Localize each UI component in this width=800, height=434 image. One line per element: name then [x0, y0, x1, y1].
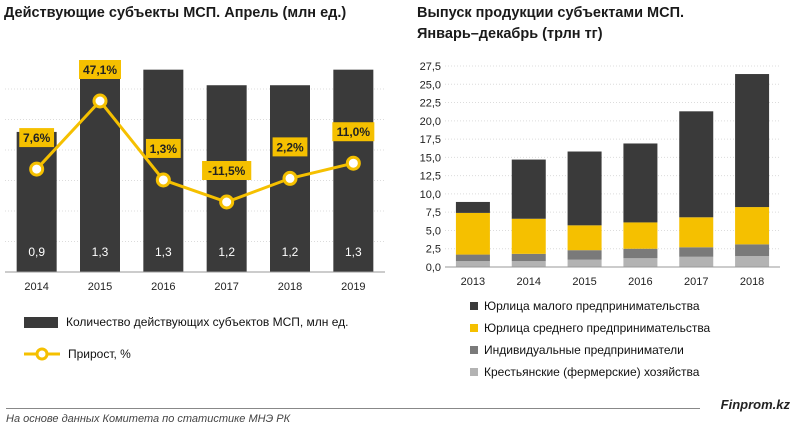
chart1-x-tick: 2014: [24, 281, 48, 293]
chart2-legend-swatch: [470, 302, 478, 310]
chart1-growth-point: [345, 155, 361, 171]
chart1-bar-label: 0,9: [28, 245, 45, 259]
chart1-x-tick: 2017: [214, 281, 238, 293]
chart1-growth-label: -11,5%: [208, 164, 246, 178]
chart1-growth-line: [35, 98, 354, 204]
chart1-bar-label: 1,2: [218, 245, 235, 259]
legend-bar-swatch: [24, 316, 58, 328]
chart1-growth-point: [92, 93, 108, 109]
chart1-bar-label: 1,3: [155, 245, 172, 259]
chart1-growth-label-box: [332, 122, 375, 142]
chart2-legend-label: Юрлица малого предпринимательства: [484, 299, 700, 313]
chart1-growth-label-box: [79, 60, 121, 79]
chart2-x-tick: 2017: [684, 276, 708, 288]
legend-line-label: Прирост, %: [68, 347, 131, 361]
chart2-bar-segment: [511, 253, 546, 262]
chart1-growth-point: [29, 161, 45, 177]
chart1-growth-label-box: [272, 137, 308, 157]
chart2-y-tick: 22,5: [420, 98, 441, 110]
chart2-y-tick: 25,0: [420, 79, 441, 91]
chart2-title: Выпуск продукции субъектами МСП. Январь–д…: [417, 5, 685, 42]
chart2-y-tick: 5,0: [426, 225, 441, 237]
chart1-x-tick: 2015: [88, 281, 112, 293]
chart2-bar-segment: [511, 218, 546, 254]
chart2-bar-segment: [455, 261, 490, 267]
chart2-bar-segment: [623, 222, 658, 249]
chart2-bar-segment: [679, 256, 714, 267]
chart2-x-tick: 2014: [517, 276, 541, 288]
chart2-legend-entry: Индивидуальные предприниматели: [470, 343, 684, 357]
chart2-x-tick: 2018: [740, 276, 764, 288]
chart2-y-tick: 7,5: [426, 207, 441, 219]
chart2-x-tick: 2013: [461, 276, 485, 288]
chart1-x-tick: 2019: [341, 281, 365, 293]
chart2-y-tick: 20,0: [420, 116, 441, 128]
chart1-x-tick: 2018: [278, 281, 302, 293]
chart1-bar-label: 1,3: [92, 245, 109, 259]
chart1-growth-label-box: [19, 128, 55, 148]
chart1-growth-label: 2,2%: [276, 140, 304, 154]
chart2-legend-swatch: [470, 368, 478, 376]
chart2-bar-segment: [511, 159, 546, 219]
chart2-bar-segment: [455, 201, 490, 213]
chart2-legend-label: Крестьянские (фермерские) хозяйства: [484, 365, 700, 379]
chart2-legend-entry: Юрлица малого предпринимательства: [470, 299, 700, 313]
chart2-bar-segment: [623, 248, 658, 259]
chart2-y-tick: 0,0: [426, 262, 441, 274]
chart2-bar-segment: [679, 217, 714, 248]
chart1-bar: [333, 69, 374, 272]
chart2-bar-segment: [511, 261, 546, 267]
chart1-x-tick: 2016: [151, 281, 175, 293]
chart2-bar-segment: [567, 225, 602, 251]
chart2-bar-segment: [567, 151, 602, 226]
footer-divider: [6, 408, 700, 409]
chart1-growth-point: [219, 194, 235, 210]
chart2-bar-segment: [455, 254, 490, 262]
chart2-x-tick: 2016: [628, 276, 652, 288]
chart2-y-tick: 10,0: [420, 189, 441, 201]
chart1-growth-label: 7,6%: [23, 131, 51, 145]
chart1-growth-label: 47,1%: [83, 63, 117, 77]
chart2-legend-entry: Юрлица среднего предпринимательства: [470, 321, 710, 335]
legend-bar-label: Количество действующих субъектов МСП, мл…: [66, 315, 349, 329]
chart2-legend-swatch: [470, 324, 478, 332]
chart2-y-tick: 17,5: [420, 134, 441, 146]
chart2-bar-segment: [455, 212, 490, 255]
chart2-legend-label: Индивидуальные предприниматели: [484, 343, 684, 357]
chart2-bar-segment: [623, 143, 658, 223]
chart1-growth-label: 11,0%: [337, 125, 371, 139]
chart1-bar-label: 1,2: [282, 245, 299, 259]
chart2-y-tick: 2,5: [426, 244, 441, 256]
legend-bar-entry: Количество действующих субъектов МСП, мл…: [24, 315, 349, 329]
chart2-bar-segment: [735, 74, 770, 208]
chart2-bar-segment: [735, 207, 770, 245]
chart1-growth-label-box: [145, 138, 181, 158]
chart2-x-tick: 2015: [572, 276, 596, 288]
chart1-title: Действующие субъекты МСП. Апрель (млн ед…: [4, 5, 347, 21]
chart2-legend-swatch: [470, 346, 478, 354]
chart2-bar-segment: [623, 258, 658, 267]
chart2-bar-segment: [735, 256, 770, 267]
chart1-bar: [143, 69, 184, 272]
chart1-growth-label-box: [202, 161, 252, 180]
chart1-growth-point: [282, 170, 298, 186]
footer-note: На основе данных Комитета по статистике …: [6, 413, 291, 425]
chart2-y-tick: 27,5: [420, 61, 441, 73]
legend-line-swatch: [24, 347, 60, 361]
chart2-bar-segment: [567, 250, 602, 260]
chart1-growth-label: 1,3%: [150, 142, 178, 156]
chart2-bar-segment: [735, 244, 770, 257]
brand-label: Finprom.kz: [720, 397, 790, 412]
chart1-growth-point: [155, 172, 171, 188]
chart2-legend-entry: Крестьянские (фермерские) хозяйства: [470, 365, 699, 379]
chart2-y-tick: 15,0: [420, 152, 441, 164]
legend-line-entry: Прирост, %: [24, 347, 131, 361]
chart2-y-tick: 12,5: [420, 171, 441, 183]
chart2-bar-segment: [679, 111, 714, 218]
chart2-bar-segment: [567, 259, 602, 267]
chart2-bar-segment: [679, 247, 714, 257]
chart2-legend-label: Юрлица среднего предпринимательства: [484, 321, 711, 335]
chart1-bar-label: 1,3: [345, 245, 362, 259]
